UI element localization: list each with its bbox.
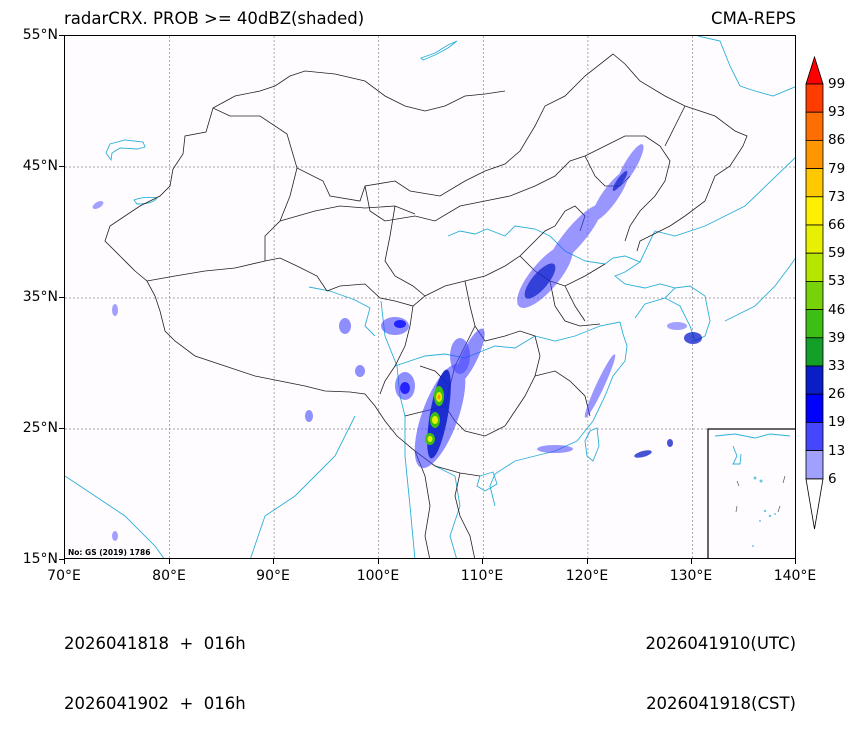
colorbar-label: 99	[828, 76, 846, 92]
colorbar-label: 39	[828, 330, 846, 346]
lat-tick	[59, 166, 64, 167]
colorbar-label: 86	[828, 132, 846, 148]
colorbar-label: 53	[828, 273, 846, 289]
valid-time-block: 2026041910(UTC) 2026041918(CST)	[645, 594, 796, 734]
colorbar-extend-top	[805, 56, 824, 85]
init-time-utc: 2026041818 + 016h	[64, 634, 246, 653]
colorbar-graphic	[805, 56, 824, 530]
map-canvas	[65, 36, 795, 558]
coastlines	[65, 36, 795, 558]
colorbar-extend-bottom	[805, 478, 824, 530]
colorbar-label: 26	[828, 386, 846, 402]
colorbar-label: 33	[828, 358, 846, 374]
lon-label: 120°E	[565, 568, 609, 584]
colorbar-label: 93	[828, 104, 846, 120]
colorbar-label: 66	[828, 217, 846, 233]
valid-time-utc: 2026041910(UTC)	[645, 634, 796, 653]
colorbar-label: 6	[828, 471, 837, 487]
init-time-block: 2026041818 + 016h 2026041902 + 016h	[64, 594, 246, 734]
model-name: CMA-REPS	[711, 9, 796, 28]
lon-tick	[169, 559, 170, 564]
lon-tick	[64, 559, 65, 564]
colorbar	[805, 56, 825, 532]
lon-label: 90°E	[256, 568, 290, 584]
lat-label: 35°N	[22, 289, 58, 305]
lon-tick	[795, 559, 796, 564]
lon-tick	[482, 559, 483, 564]
colorbar-label: 19	[828, 414, 846, 430]
init-time-cst: 2026041902 + 016h	[64, 694, 246, 713]
lat-tick	[59, 297, 64, 298]
lat-label: 25°N	[22, 420, 58, 436]
lat-tick	[59, 35, 64, 36]
colorbar-label: 46	[828, 302, 846, 318]
south-china-sea-inset	[707, 428, 795, 558]
lon-tick	[378, 559, 379, 564]
lon-label: 100°E	[356, 568, 400, 584]
colorbar-label: 79	[828, 161, 846, 177]
lon-tick	[273, 559, 274, 564]
probability-shading	[92, 144, 702, 541]
lon-label: 80°E	[152, 568, 186, 584]
valid-time-cst: 2026041918(CST)	[646, 694, 796, 713]
lon-label: 70°E	[47, 568, 81, 584]
lon-label: 130°E	[669, 568, 713, 584]
colorbar-label: 13	[828, 443, 846, 459]
lon-tick	[691, 559, 692, 564]
boundaries	[104, 53, 748, 558]
colorbar-label: 59	[828, 245, 846, 261]
lat-label: 55°N	[22, 27, 58, 43]
map-title: radarCRX. PROB >= 40dBZ(shaded)	[64, 9, 365, 28]
graticule	[65, 36, 795, 558]
lat-label: 45°N	[22, 158, 58, 174]
map-approval-number: No: GS (2019) 1786	[68, 548, 151, 557]
lat-label: 15°N	[22, 551, 58, 567]
map-panel	[64, 35, 796, 559]
lon-label: 140°E	[773, 568, 817, 584]
lon-tick	[587, 559, 588, 564]
lat-tick	[59, 428, 64, 429]
lat-tick	[59, 559, 64, 560]
colorbar-label: 73	[828, 189, 846, 205]
lon-label: 110°E	[460, 568, 504, 584]
